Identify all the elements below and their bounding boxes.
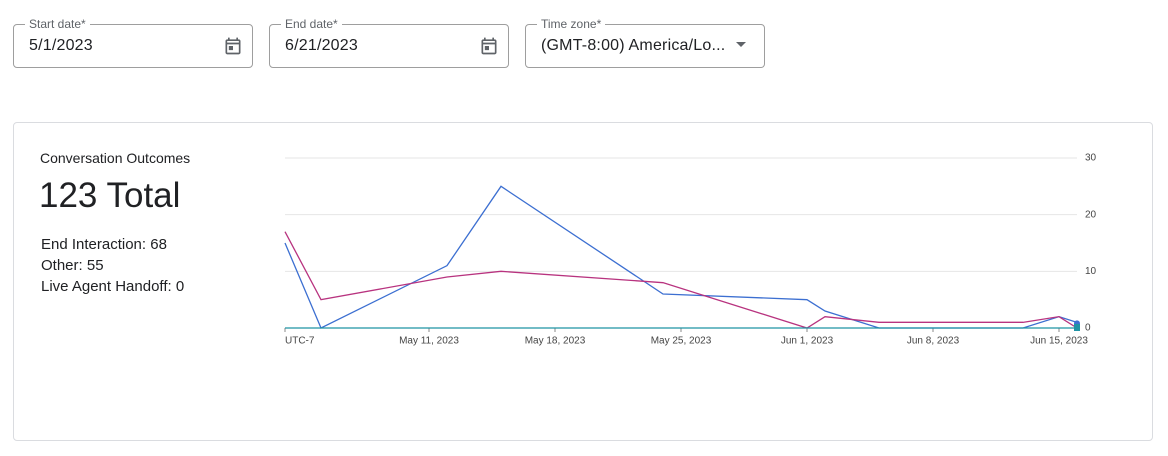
y-tick-label: 0	[1085, 323, 1091, 334]
x-tick-label: Jun 1, 2023	[781, 336, 834, 347]
end-date-field[interactable]: End date* 6/21/2023	[269, 17, 509, 68]
stat: End Interaction: 68	[41, 236, 167, 253]
field-label: Time zone*	[537, 17, 606, 31]
x-tick-label: May 11, 2023	[399, 336, 459, 347]
outcomes-card: Conversation Outcomes 123 Total End Inte…	[13, 122, 1153, 441]
field-value: 6/21/2023	[285, 37, 358, 54]
x-tick-label: May 18, 2023	[525, 336, 586, 347]
y-tick-label: 10	[1085, 266, 1097, 277]
card-title: Conversation Outcomes	[40, 150, 191, 166]
x-tick-label: Jun 15, 2023	[1030, 336, 1088, 347]
y-tick-label: 30	[1085, 153, 1097, 164]
start-date-field[interactable]: Start date* 5/1/2023	[13, 17, 253, 68]
y-tick-label: 20	[1085, 209, 1097, 220]
x-tick-label: UTC-7	[285, 336, 315, 347]
card-total: 123 Total	[39, 176, 181, 215]
calendar-icon[interactable]	[479, 36, 499, 56]
field-value: 5/1/2023	[29, 37, 93, 54]
end-marker	[1074, 324, 1080, 331]
dropdown-arrow[interactable]	[735, 41, 747, 49]
x-tick-label: Jun 8, 2023	[907, 336, 960, 347]
field-label: Start date*	[25, 17, 90, 31]
x-tick-label: May 25, 2023	[651, 336, 712, 347]
calendar-icon[interactable]	[223, 36, 243, 56]
time-zone-select[interactable]: Time zone* (GMT-8:00) America/Lo...	[525, 17, 765, 68]
series-line	[284, 185, 1078, 329]
stat: Other: 55	[41, 257, 104, 274]
field-label: End date*	[281, 17, 342, 31]
series-line	[284, 231, 1078, 329]
stat: Live Agent Handoff: 0	[41, 278, 185, 295]
field-value: (GMT-8:00) America/Lo...	[541, 37, 726, 54]
